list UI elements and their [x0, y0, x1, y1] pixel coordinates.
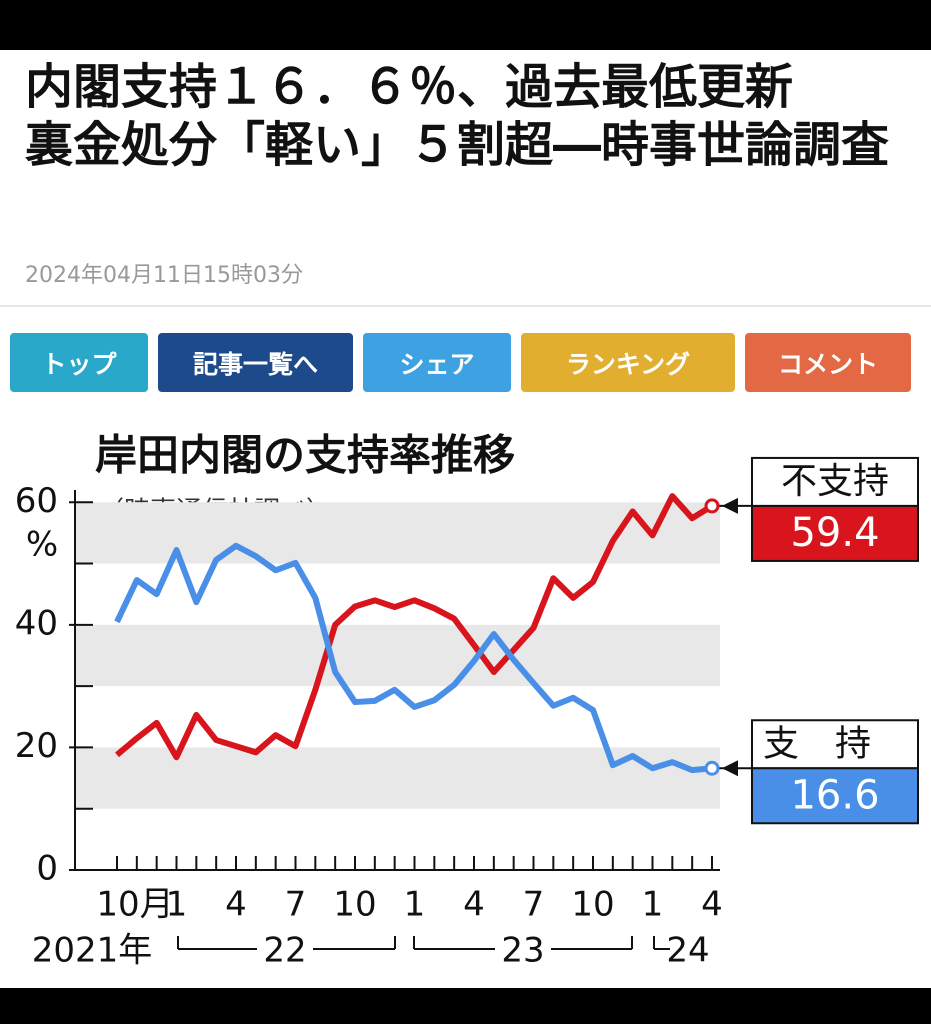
grid-band: [75, 747, 720, 809]
legend-name: 支持: [763, 723, 907, 764]
date: 2024年04月11日15時03分: [25, 263, 303, 288]
nav-button[interactable]: トップ: [10, 333, 148, 392]
x-tick-label: 4: [701, 885, 723, 925]
grid-band: [75, 502, 720, 564]
x-tick-label: 4: [225, 885, 247, 925]
headline-line: 裏金処分「軽い」５割超―時事世論調査: [25, 117, 890, 173]
callout-arrow: [722, 497, 738, 514]
nav-button[interactable]: シェア: [363, 333, 511, 392]
y-tick-label: 0: [36, 849, 58, 889]
series-line: [114, 542, 713, 774]
year-label: 23: [501, 931, 544, 971]
headline-line: 内閣支持１６．６％、過去最低更新: [25, 59, 794, 115]
nav-button[interactable]: 記事一覧へ: [158, 333, 353, 392]
legend-name: 不支持: [781, 461, 889, 502]
bottom-bar: [0, 988, 931, 1024]
end-value-label: 59.4: [790, 510, 879, 556]
x-tick-label: 4: [463, 885, 485, 925]
x-tick-label: 10: [333, 885, 376, 925]
legend-name-box: [751, 719, 919, 770]
y-tick-label: 40: [15, 603, 58, 643]
x-tick-label: 1: [404, 885, 426, 925]
divider: [0, 305, 931, 307]
legend-value-box: [751, 767, 919, 825]
chart: 岸田内閣の支持率推移 （時事通信社調べ） % 020406010月1471014…: [15, 431, 919, 971]
series-line: [115, 493, 714, 761]
y-axis-unit: %: [26, 525, 58, 565]
year-label: 2021年: [32, 931, 153, 971]
year-label: 24: [666, 931, 709, 971]
headline: 内閣支持１６．６％、過去最低更新 裏金処分「軽い」５割超―時事世論調査: [25, 58, 895, 174]
y-tick-label: 60: [15, 481, 58, 521]
x-tick-label: 10: [571, 885, 614, 925]
callout-arrow: [722, 760, 738, 777]
end-marker: [704, 760, 720, 776]
year-label: 22: [263, 931, 306, 971]
x-tick-label: 10月: [96, 885, 173, 925]
end-value-label: 16.6: [790, 772, 879, 818]
legend-value-box: [751, 504, 919, 562]
x-tick-label: 7: [285, 885, 307, 925]
x-tick-label: 1: [166, 885, 188, 925]
legend-name-box: [751, 456, 919, 507]
y-tick-label: 20: [15, 726, 58, 766]
grid-band: [75, 624, 720, 687]
nav-button[interactable]: ランキング: [521, 333, 735, 392]
nav-button[interactable]: コメント: [745, 333, 911, 392]
x-tick-label: 7: [523, 885, 545, 925]
chart-title: 岸田内閣の支持率推移: [95, 431, 515, 480]
chart-body: 岸田内閣の支持率推移 （時事通信社調べ） % 020406010月1471014…: [15, 431, 919, 971]
end-marker: [704, 498, 720, 514]
top-bar: [0, 0, 931, 50]
x-tick-label: 1: [642, 885, 664, 925]
